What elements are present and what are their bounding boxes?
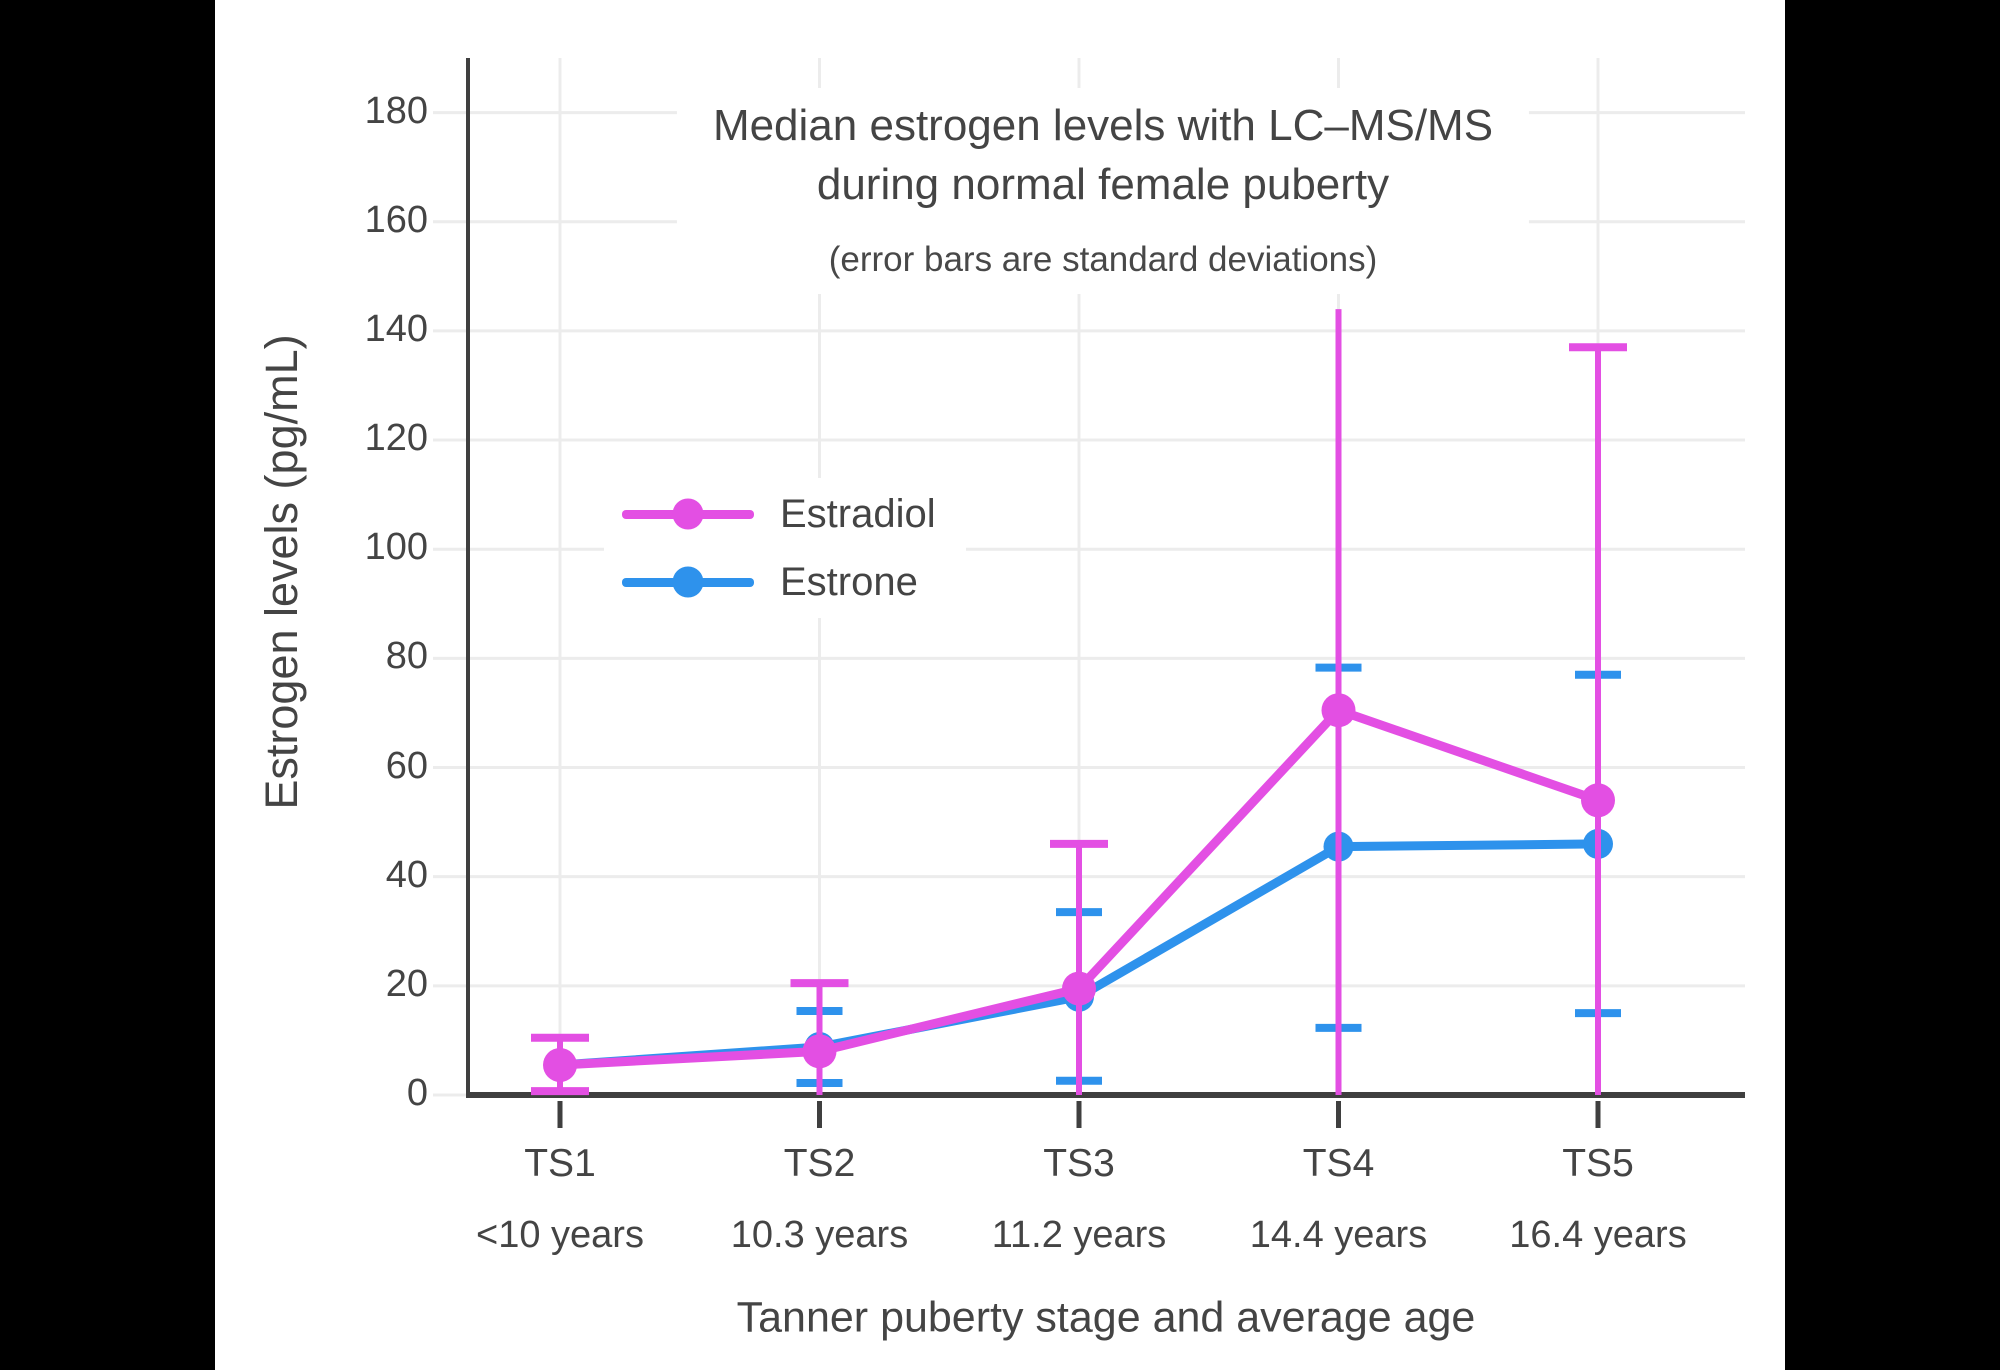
y-tick-label: 60 [385, 744, 428, 787]
legend: Estradiol Estrone [604, 478, 966, 618]
chart-title-line2: during normal female puberty [816, 160, 1390, 209]
x-tick-label: TS1 [524, 1142, 596, 1185]
legend-label-estrone: Estrone [780, 560, 918, 604]
marker-estradiol-ts2[interactable] [802, 1034, 837, 1069]
legend-item-estradiol[interactable]: Estradiol [622, 490, 966, 538]
x-axis-title: Tanner puberty stage and average age [736, 1293, 1476, 1342]
x-tick-label: TS4 [1302, 1142, 1375, 1185]
estrone-line-swatch [622, 566, 754, 598]
x-tick-label: TS2 [783, 1142, 856, 1185]
chart-title-line1: Median estrogen levels with LC–MS/MS [712, 101, 1494, 150]
y-tick-label: 160 [364, 198, 428, 241]
x-tick-sublabel: 10.3 years [730, 1214, 909, 1256]
y-tick-label: 180 [364, 89, 428, 132]
x-tick-label: TS5 [1562, 1142, 1634, 1185]
marker-estradiol-ts3[interactable] [1062, 971, 1096, 1006]
y-tick-label: 120 [364, 417, 428, 460]
x-tick-label: TS3 [1043, 1142, 1115, 1185]
x-tick-sublabel: 16.4 years [1509, 1214, 1687, 1256]
chart-title-block: Median estrogen levels with LC–MS/MS dur… [676, 88, 1530, 294]
marker-estradiol-ts5[interactable] [1581, 783, 1615, 818]
estrone-marker-icon [672, 566, 704, 598]
y-tick-label: 80 [385, 635, 428, 678]
marker-estradiol-ts1[interactable] [543, 1047, 577, 1082]
y-tick-label: 40 [385, 853, 428, 896]
marker-estradiol-ts4[interactable] [1321, 693, 1356, 728]
y-tick-label: 100 [364, 526, 428, 569]
y-tick-label: 20 [385, 962, 428, 1005]
estradiol-marker-icon [672, 498, 704, 530]
legend-label-estradiol: Estradiol [780, 492, 936, 536]
estradiol-line-swatch [622, 498, 754, 530]
x-tick-sublabel: 14.4 years [1249, 1214, 1428, 1256]
y-tick-label: 140 [364, 307, 428, 350]
chart-subtitle: (error bars are standard deviations) [828, 240, 1378, 279]
x-tick-sublabel: <10 years [476, 1214, 644, 1256]
legend-item-estrone[interactable]: Estrone [622, 558, 966, 606]
y-axis-title: Estrogen levels (pg/mL) [256, 334, 307, 810]
y-tick-label: 0 [406, 1072, 428, 1114]
x-tick-sublabel: 11.2 years [991, 1214, 1167, 1256]
